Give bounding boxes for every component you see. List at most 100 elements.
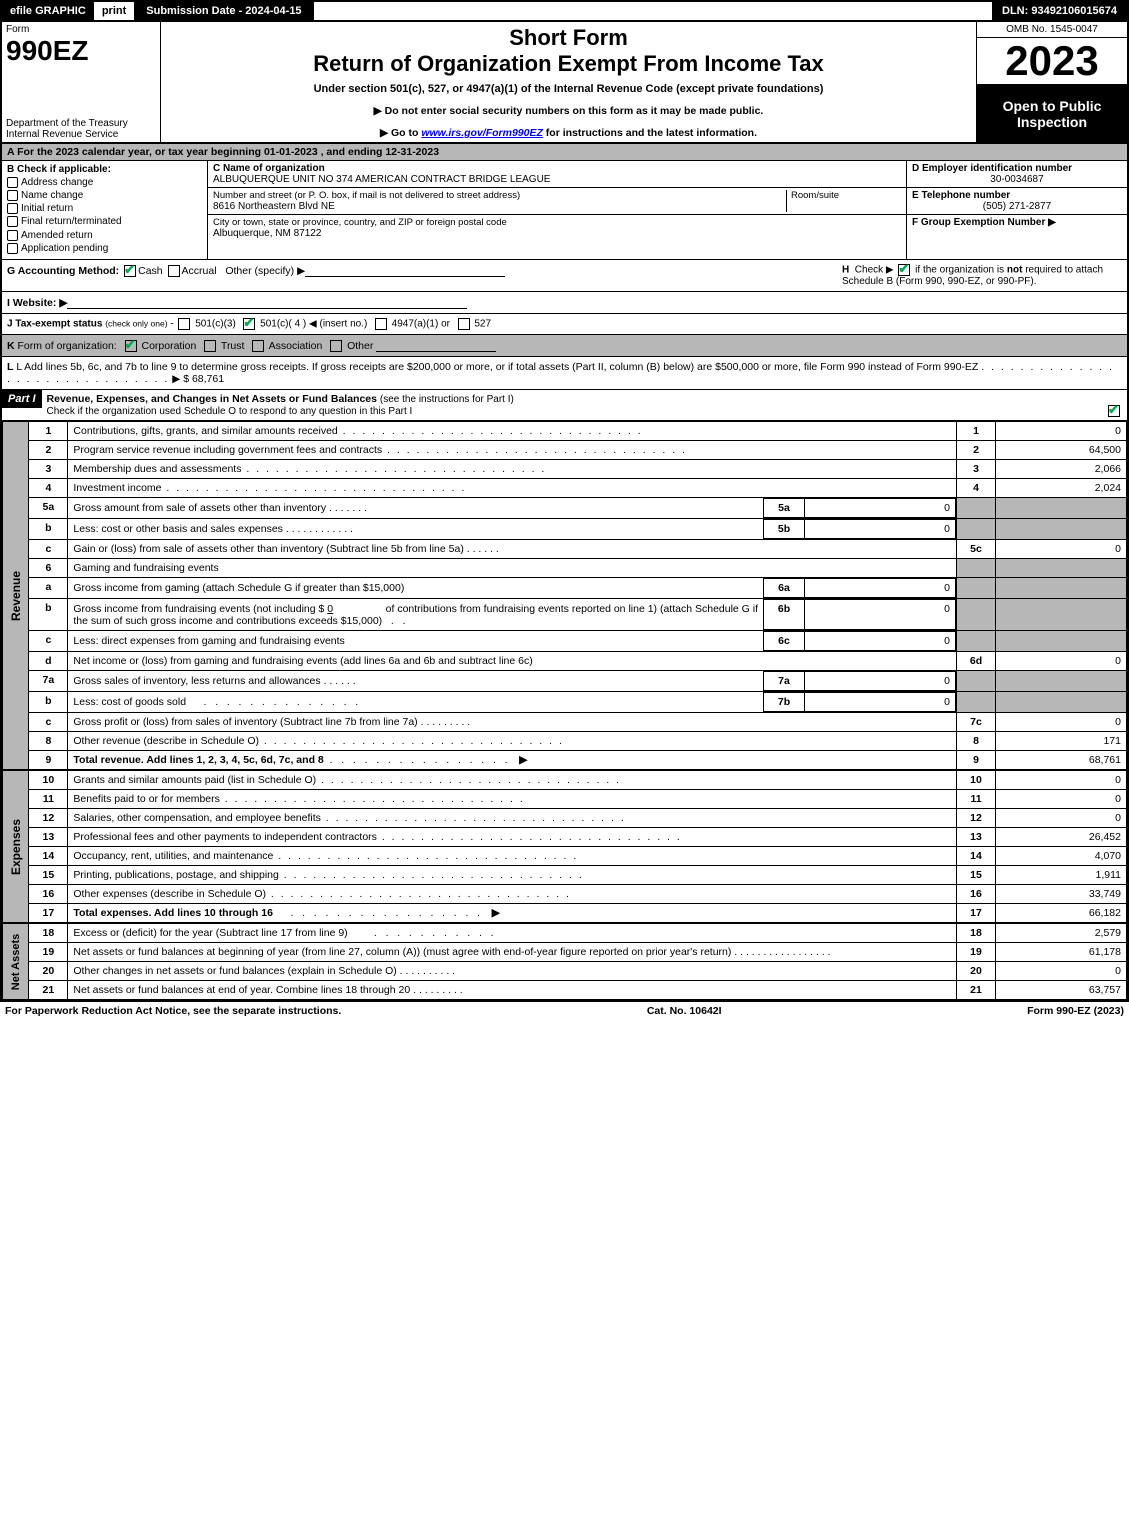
chk-address-change[interactable]: Address change — [7, 177, 202, 188]
chk-initial-return[interactable]: Initial return — [7, 203, 202, 214]
revenue-section: Revenue 1Contributions, gifts, grants, a… — [2, 421, 1127, 770]
d-ein-value: 30-0034687 — [912, 174, 1122, 185]
e-phone-label: E Telephone number — [912, 190, 1122, 201]
other-input[interactable] — [305, 264, 505, 277]
line-6b: bGross income from fundraising events (n… — [29, 599, 1127, 631]
revenue-table: 1Contributions, gifts, grants, and simil… — [28, 421, 1127, 770]
dln-label: DLN: 93492106015674 — [992, 2, 1127, 20]
chk-accrual[interactable] — [168, 265, 180, 277]
footer-right: Form 990-EZ (2023) — [1027, 1005, 1124, 1017]
expenses-section: Expenses 10Grants and similar amounts pa… — [2, 770, 1127, 923]
line-1: 1Contributions, gifts, grants, and simil… — [29, 422, 1127, 441]
part1-check-line: Check if the organization used Schedule … — [47, 406, 413, 417]
expenses-table: 10Grants and similar amounts paid (list … — [28, 770, 1127, 923]
header-row: Form 990EZ Department of the Treasury In… — [2, 22, 1127, 144]
line-9: 9Total revenue. Add lines 1, 2, 3, 4, 5c… — [29, 751, 1127, 770]
line-3: 3Membership dues and assessments32,066 — [29, 460, 1127, 479]
line-6c: cLess: direct expenses from gaming and f… — [29, 631, 1127, 652]
header-right: OMB No. 1545-0047 2023 Open to Public In… — [976, 22, 1127, 142]
irs-link[interactable]: www.irs.gov/Form990EZ — [421, 127, 543, 139]
c-room-label: Room/suite — [791, 190, 901, 201]
line-16: 16Other expenses (describe in Schedule O… — [29, 885, 1127, 904]
subtitle: Under section 501(c), 527, or 4947(a)(1)… — [167, 83, 970, 95]
other-label: Other (specify) ▶ — [225, 265, 305, 277]
chk-h[interactable] — [898, 264, 910, 276]
spacer — [314, 2, 992, 20]
chk-final-return[interactable]: Final return/terminated — [7, 216, 202, 227]
chk-label: Address change — [21, 177, 93, 188]
line-14: 14Occupancy, rent, utilities, and mainte… — [29, 847, 1127, 866]
line-7b: bLess: cost of goods sold . . . . . . . … — [29, 692, 1127, 713]
netassets-side-tab: Net Assets — [2, 923, 28, 1000]
c-street-value: 8616 Northeastern Blvd NE — [213, 201, 786, 212]
tax-year: 2023 — [977, 38, 1127, 85]
header-left: Form 990EZ Department of the Treasury In… — [2, 22, 161, 142]
print-button[interactable]: print — [94, 2, 136, 20]
note-ssn: ▶ Do not enter social security numbers o… — [167, 105, 970, 117]
line-6: 6Gaming and fundraising events — [29, 559, 1127, 578]
efile-label: efile GRAPHIC — [2, 2, 94, 20]
line-5b: bLess: cost or other basis and sales exp… — [29, 519, 1127, 540]
line-15: 15Printing, publications, postage, and s… — [29, 866, 1127, 885]
note2-pre: ▶ Go to — [380, 127, 421, 139]
chk-part1-o[interactable] — [1108, 405, 1120, 417]
line-10: 10Grants and similar amounts paid (list … — [29, 771, 1127, 790]
line-7a: 7aGross sales of inventory, less returns… — [29, 671, 1127, 692]
h-schedule-b: H Check ▶ if the organization is not req… — [842, 264, 1122, 287]
title-return: Return of Organization Exempt From Incom… — [167, 51, 970, 77]
f-group-label: F Group Exemption Number ▶ — [912, 217, 1122, 228]
chk-501c3[interactable] — [178, 318, 190, 330]
chk-assoc[interactable] — [252, 340, 264, 352]
line-4: 4Investment income42,024 — [29, 479, 1127, 498]
chk-label: Final return/terminated — [21, 217, 122, 228]
chk-cash[interactable] — [124, 265, 136, 277]
website-input[interactable] — [67, 296, 467, 309]
other-org-input[interactable] — [376, 339, 496, 352]
line-18: 18Excess or (deficit) for the year (Subt… — [29, 924, 1127, 943]
col-b-checkboxes: B Check if applicable: Address change Na… — [2, 161, 208, 259]
chk-label: Name change — [21, 190, 83, 201]
chk-corp[interactable] — [125, 340, 137, 352]
chk-application-pending[interactable]: Application pending — [7, 243, 202, 254]
revenue-label: Revenue — [9, 571, 23, 621]
form-990ez: efile GRAPHIC print Submission Date - 20… — [0, 0, 1129, 1002]
line-5c: cGain or (loss) from sale of assets othe… — [29, 540, 1127, 559]
c-name-label: C Name of organization — [213, 163, 901, 174]
g-label: G Accounting Method: — [7, 265, 119, 277]
netassets-table: 18Excess or (deficit) for the year (Subt… — [28, 923, 1127, 1000]
chk-other-org[interactable] — [330, 340, 342, 352]
chk-501c[interactable] — [243, 318, 255, 330]
chk-amended-return[interactable]: Amended return — [7, 230, 202, 241]
chk-trust[interactable] — [204, 340, 216, 352]
chk-527[interactable] — [458, 318, 470, 330]
line-20: 20Other changes in net assets or fund ba… — [29, 962, 1127, 981]
c-street-label: Number and street (or P. O. box, if mail… — [213, 190, 786, 201]
l-text: L Add lines 5b, 6c, and 7b to line 9 to … — [16, 361, 978, 373]
part1-header: Part I Revenue, Expenses, and Changes in… — [2, 390, 1127, 421]
efile-text: efile — [10, 5, 32, 17]
line-17: 17Total expenses. Add lines 10 through 1… — [29, 904, 1127, 923]
c-city-value: Albuquerque, NM 87122 — [213, 228, 901, 239]
line-6a: aGross income from gaming (attach Schedu… — [29, 578, 1127, 599]
line-5a: 5aGross amount from sale of assets other… — [29, 498, 1127, 519]
title-short-form: Short Form — [167, 25, 970, 51]
note-link: ▶ Go to www.irs.gov/Form990EZ for instru… — [167, 127, 970, 139]
cash-label: Cash — [138, 265, 163, 277]
line-8: 8Other revenue (describe in Schedule O)8… — [29, 732, 1127, 751]
chk-name-change[interactable]: Name change — [7, 190, 202, 201]
irs-label: Internal Revenue Service — [6, 129, 156, 140]
top-bar: efile GRAPHIC print Submission Date - 20… — [2, 2, 1127, 22]
page-footer: For Paperwork Reduction Act Notice, see … — [0, 1002, 1129, 1020]
chk-label: Amended return — [21, 230, 93, 241]
header-center: Short Form Return of Organization Exempt… — [161, 22, 976, 142]
expenses-label: Expenses — [9, 819, 23, 875]
line-2: 2Program service revenue including gover… — [29, 441, 1127, 460]
row-j-tax-exempt: J Tax-exempt status (check only one) - 5… — [2, 314, 1127, 335]
expenses-side-tab: Expenses — [2, 770, 28, 923]
chk-4947[interactable] — [375, 318, 387, 330]
i-label: I Website: ▶ — [7, 297, 67, 309]
note2-post: for instructions and the latest informat… — [543, 127, 757, 139]
footer-left: For Paperwork Reduction Act Notice, see … — [5, 1005, 341, 1017]
open-public-badge: Open to Public Inspection — [977, 85, 1127, 142]
line-21: 21Net assets or fund balances at end of … — [29, 981, 1127, 1000]
